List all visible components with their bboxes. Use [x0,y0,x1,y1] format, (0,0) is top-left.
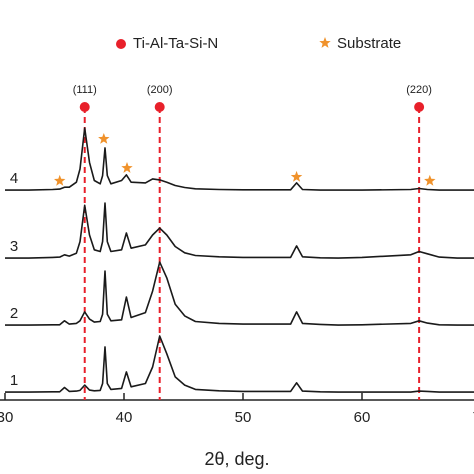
substrate-marker [424,174,436,186]
peak-label: (200) [147,84,173,96]
series-label: 4 [10,170,18,187]
xrd-curve [5,261,474,326]
legend-marker [319,37,331,48]
x-tick-label: 40 [116,409,133,426]
substrate-marker [290,170,303,182]
peak-marker [154,102,165,112]
x-tick-label: 70 [473,409,474,426]
substrate-marker [98,133,110,144]
peak-marker [414,102,425,112]
x-axis-label: 2θ, deg. [204,449,269,469]
peak-label: (111) [73,84,97,96]
xrd-curve [5,127,474,191]
substrate-marker [121,162,133,173]
substrate-marker [54,174,66,186]
x-tick-label: 60 [354,409,371,426]
series-label: 3 [10,238,18,255]
legend-label: Ti-Al-Ta-Si-N [133,35,218,52]
peak-marker [79,102,90,112]
xrd-curve [5,202,474,259]
series-label: 2 [10,305,18,322]
peak-label: (220) [406,84,432,96]
legend-label: Substrate [337,35,401,52]
xrd-curve [5,335,474,393]
x-tick-label: 30 [0,409,13,426]
x-tick-label: 50 [235,409,252,426]
series-label: 1 [10,372,18,389]
legend-marker [116,39,126,49]
